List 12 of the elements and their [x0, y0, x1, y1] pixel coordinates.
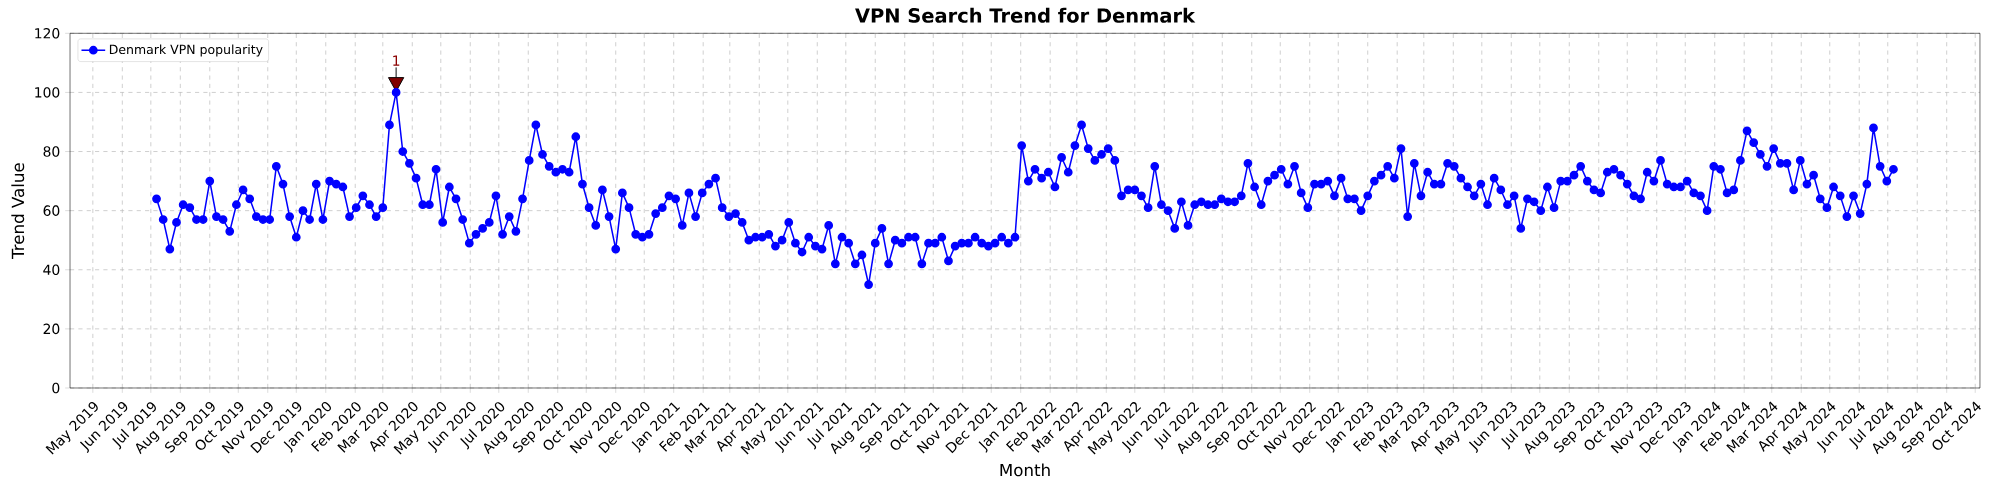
- y-tick-label: 20: [43, 323, 60, 335]
- y-tick-label: 0: [52, 382, 60, 394]
- y-tick-label: 80: [43, 146, 60, 157]
- annotation: 1: [393, 55, 400, 66]
- legend-label: Denmark VPN popularity: [109, 44, 263, 57]
- chart-title: VPN Search Trend for Denmark: [855, 7, 1196, 23]
- x-axis-title: Month: [1000, 463, 1050, 477]
- y-tick-label: 120: [35, 28, 60, 39]
- y-tick-label: 60: [43, 205, 60, 216]
- y-tick-label: 100: [35, 87, 60, 98]
- y-tick-label: 40: [43, 264, 60, 276]
- y-axis-title: Trend Value: [11, 163, 25, 260]
